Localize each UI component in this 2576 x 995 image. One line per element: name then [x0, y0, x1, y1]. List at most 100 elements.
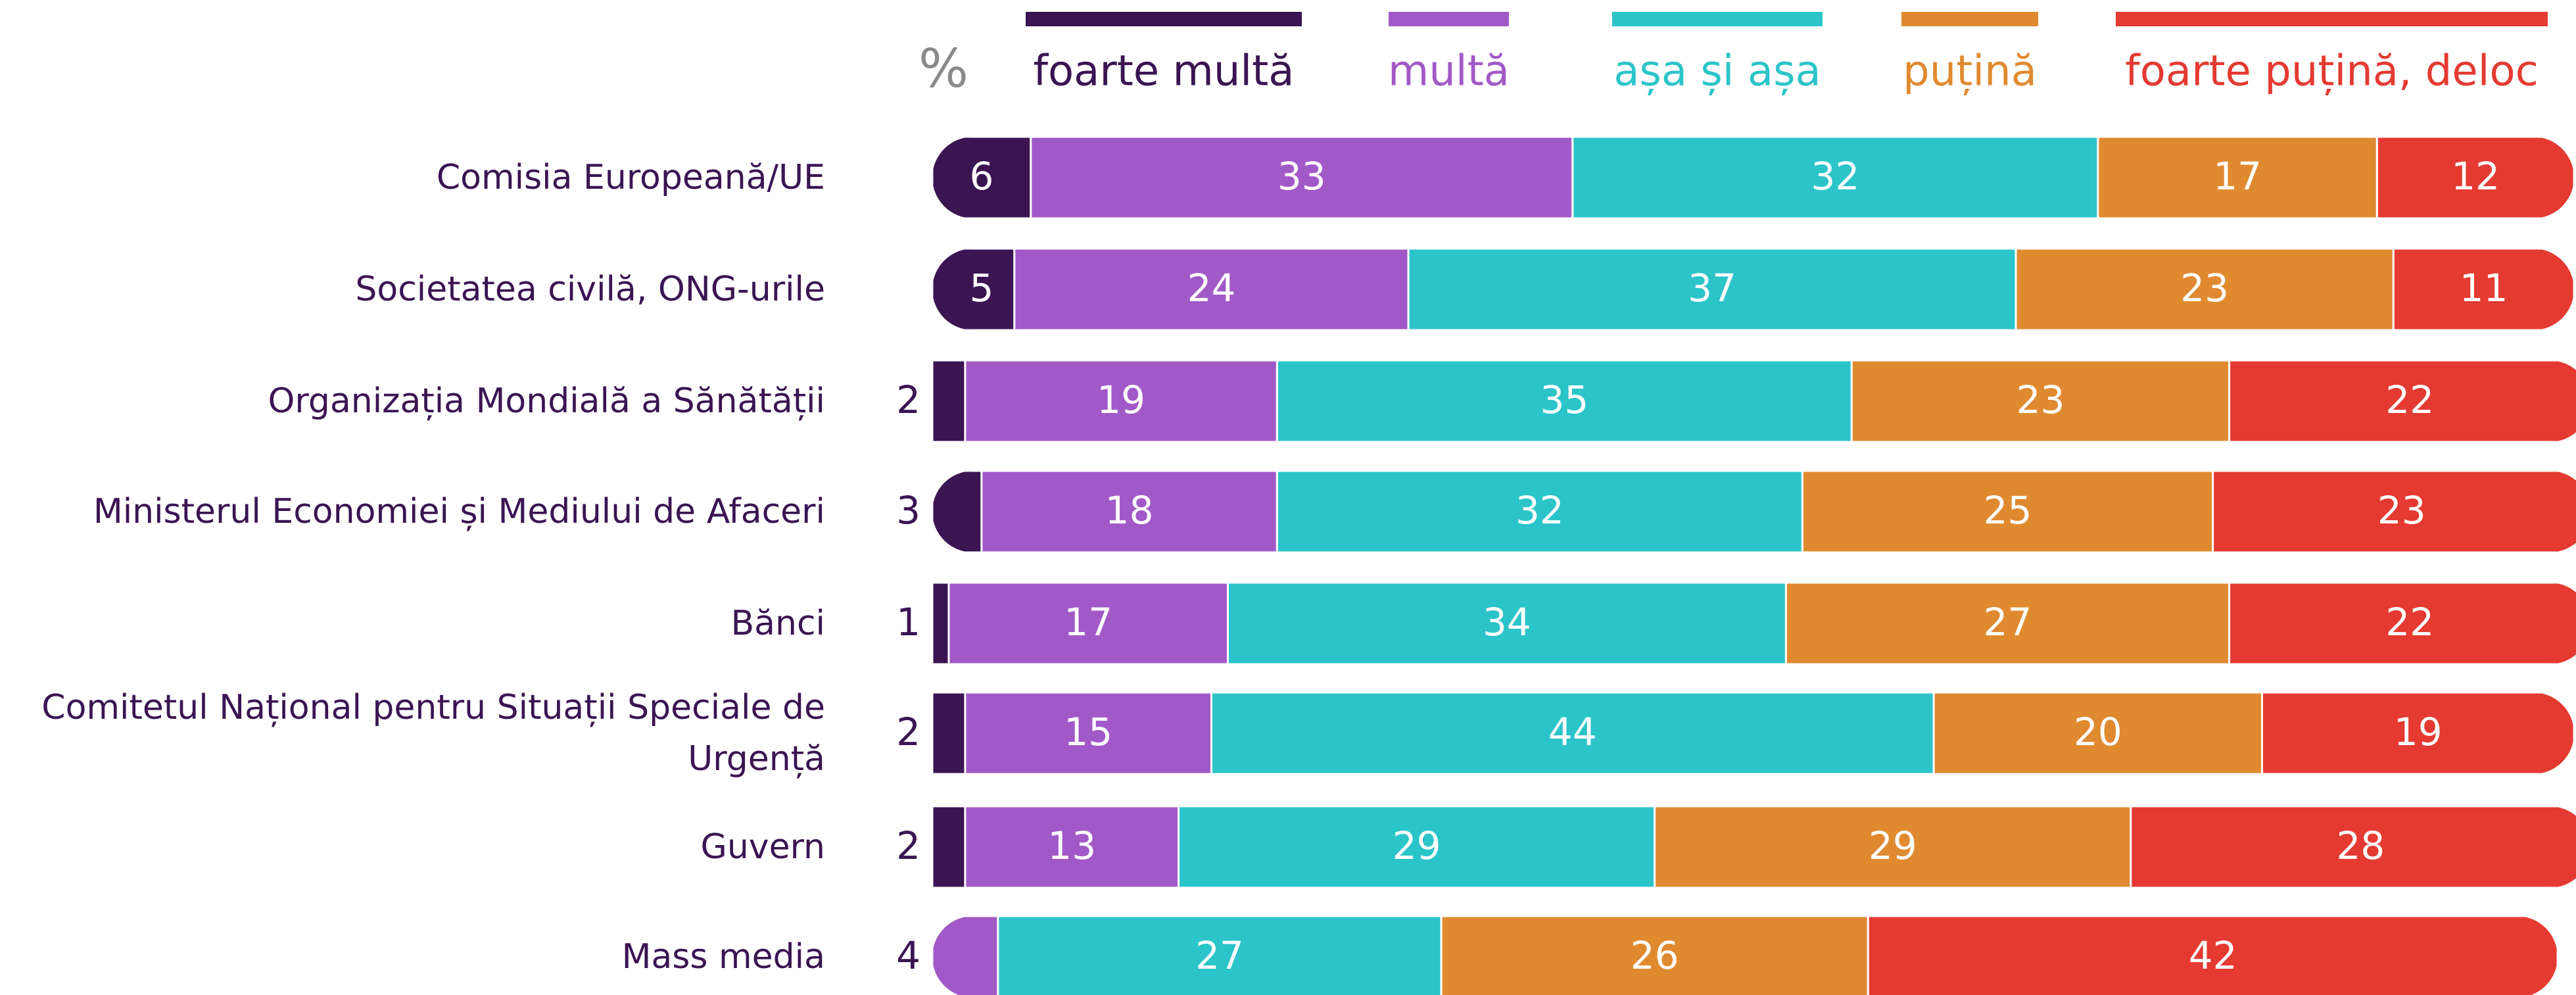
data-label: 2	[896, 710, 920, 754]
data-label: 27	[1195, 933, 1244, 978]
data-label: 2	[896, 823, 920, 868]
data-label: 34	[1483, 600, 1531, 644]
category-label: Mass media	[621, 937, 825, 977]
data-label: 17	[1064, 600, 1112, 644]
bar-segment	[1013, 249, 1410, 330]
bar-row	[932, 916, 2558, 995]
legend-label: foarte puțină, deloc	[2125, 47, 2539, 96]
bar-segment	[2015, 249, 2395, 330]
bar-segment	[1784, 583, 2231, 664]
category-label: Guvern	[700, 827, 825, 867]
bar-segment	[932, 806, 966, 888]
data-label: 4	[896, 933, 920, 978]
bar-segment	[932, 583, 950, 664]
bar-segment	[2375, 137, 2574, 218]
bar-segment	[1407, 249, 2017, 330]
category-label: Comisia Europeană/UE	[436, 158, 825, 197]
bar-segment	[980, 471, 1278, 552]
bar-segment	[964, 692, 1212, 774]
data-label: 19	[2394, 710, 2443, 754]
data-label: 42	[2189, 933, 2237, 978]
bar-segment	[964, 806, 1180, 888]
bar-segment	[997, 916, 1443, 995]
data-label: 28	[2336, 823, 2385, 868]
data-label: 37	[1688, 266, 1736, 310]
legend-label: foarte multă	[1033, 47, 1294, 96]
data-label: 19	[1097, 377, 1145, 422]
bar-segment	[932, 471, 983, 552]
data-label: 6	[970, 154, 994, 199]
bar-segment	[1571, 137, 2099, 218]
bar-segment	[2261, 692, 2574, 774]
bar-segment	[932, 916, 999, 995]
bar-segment	[1210, 692, 1935, 774]
bar-segment	[947, 583, 1229, 664]
bar-row	[932, 471, 2576, 552]
data-label: 18	[1105, 488, 1154, 533]
legend-swatch	[1389, 12, 1509, 26]
data-label: 29	[1393, 823, 1441, 868]
bar-segment	[1030, 137, 1574, 218]
data-label: 27	[1984, 600, 2032, 644]
data-label: 20	[2074, 710, 2122, 754]
data-label: 17	[2213, 154, 2262, 199]
data-label: 35	[1540, 377, 1588, 422]
bar-segment	[2228, 360, 2576, 442]
bar-segment	[932, 249, 1016, 330]
category-label: Organizația Mondială a Sănătății	[268, 381, 826, 421]
bar-segment	[1867, 916, 2558, 995]
bar-segment	[1178, 806, 1656, 888]
data-label: 32	[1515, 488, 1564, 533]
bar-row	[932, 137, 2574, 218]
data-label: 11	[2460, 266, 2508, 310]
bar-segment	[1932, 692, 2264, 774]
unit-label: %	[918, 38, 968, 99]
data-label: 15	[1064, 710, 1112, 754]
legend-label: puțină	[1903, 47, 2037, 96]
bar-segment	[964, 360, 1278, 442]
bar-row	[932, 806, 2576, 888]
bar-segment	[1226, 583, 1787, 664]
data-label: 23	[2016, 377, 2065, 422]
data-label: 1	[896, 600, 920, 644]
data-label: 24	[1187, 266, 1236, 310]
data-label: 22	[2385, 377, 2434, 422]
bar-row	[932, 583, 2576, 664]
bar-row	[932, 249, 2574, 330]
bar-segment	[2097, 137, 2378, 218]
data-label: 44	[1548, 710, 1597, 754]
bar-segment	[1654, 806, 2132, 888]
bar-segment	[1440, 916, 1869, 995]
category-label: Bănci	[730, 604, 825, 643]
bar-row	[932, 360, 2576, 442]
bar-segment	[2228, 583, 2576, 664]
data-label: 26	[1631, 933, 1679, 978]
bar-segment	[2130, 806, 2576, 888]
category-label: Ministerul Economiei și Mediului de Afac…	[93, 492, 825, 531]
data-label: 13	[1047, 823, 1096, 868]
legend-swatch	[1612, 12, 1823, 26]
legend-label: așa și așa	[1613, 47, 1821, 96]
data-label: 22	[2385, 600, 2434, 644]
data-label: 23	[2377, 488, 2426, 533]
legend-swatch	[2116, 12, 2548, 26]
data-label: 23	[2180, 266, 2229, 310]
bar-segment	[2212, 471, 2576, 552]
category-label: Comitetul Național pentru Situații Speci…	[41, 688, 825, 779]
data-label: 29	[1869, 823, 1917, 868]
bar-segment	[932, 692, 966, 774]
bar-segment	[1850, 360, 2231, 442]
bar-segment	[1276, 471, 1803, 552]
bar-segment	[932, 360, 966, 442]
bar-row	[932, 692, 2574, 774]
data-label: 3	[896, 488, 920, 533]
data-label: 25	[1984, 488, 2032, 533]
data-label: 32	[1811, 154, 1859, 199]
data-label: 5	[970, 266, 994, 310]
data-label: 12	[2451, 154, 2500, 199]
legend-swatch	[1026, 12, 1302, 26]
bar-segment	[2392, 249, 2574, 330]
category-label: Societatea civilă, ONG-urile	[355, 270, 825, 309]
